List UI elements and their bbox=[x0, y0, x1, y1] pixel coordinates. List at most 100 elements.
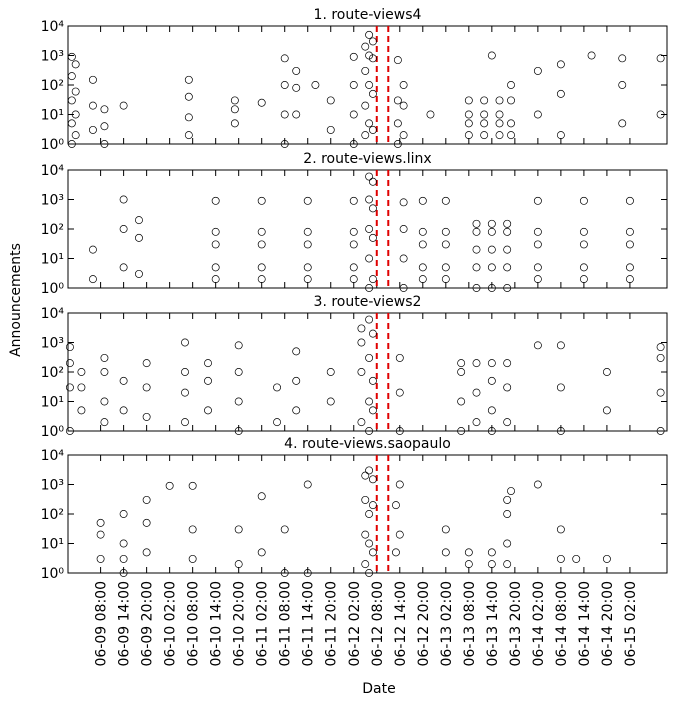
point bbox=[188, 525, 197, 534]
point bbox=[418, 263, 427, 272]
point bbox=[579, 227, 588, 236]
point bbox=[395, 353, 404, 362]
point bbox=[464, 548, 473, 557]
x-tick-label: 06-14 02:00 bbox=[531, 581, 547, 666]
point bbox=[618, 81, 627, 89]
point bbox=[418, 275, 427, 284]
point bbox=[365, 254, 374, 263]
point bbox=[361, 101, 370, 110]
point bbox=[503, 418, 512, 427]
point bbox=[365, 30, 374, 39]
point bbox=[303, 196, 312, 205]
point bbox=[211, 275, 220, 284]
point bbox=[556, 554, 565, 563]
point bbox=[204, 406, 212, 415]
point bbox=[368, 233, 377, 242]
point bbox=[441, 240, 450, 249]
point bbox=[135, 233, 143, 242]
point bbox=[368, 125, 377, 134]
point bbox=[602, 406, 611, 415]
point bbox=[472, 388, 481, 397]
point bbox=[181, 418, 189, 427]
y-tick-label: 10⁴ bbox=[41, 163, 65, 179]
point bbox=[487, 359, 496, 368]
point bbox=[188, 481, 197, 490]
point bbox=[399, 254, 408, 263]
point bbox=[503, 245, 512, 254]
point bbox=[257, 227, 266, 236]
point bbox=[142, 359, 151, 368]
point bbox=[625, 227, 634, 236]
point bbox=[365, 284, 374, 292]
y-tick-label: 10³ bbox=[41, 49, 64, 65]
point bbox=[257, 196, 266, 205]
point bbox=[503, 227, 512, 236]
point bbox=[361, 131, 370, 140]
point bbox=[464, 119, 473, 128]
point bbox=[365, 195, 374, 204]
point bbox=[100, 368, 109, 376]
point bbox=[365, 119, 374, 128]
y-tick-label: 10⁰ bbox=[41, 137, 65, 153]
point bbox=[368, 89, 377, 98]
point bbox=[88, 101, 97, 110]
point bbox=[395, 427, 404, 435]
point bbox=[119, 569, 128, 577]
point bbox=[67, 119, 76, 128]
point bbox=[368, 548, 377, 557]
panel-title: 1. route-views4 bbox=[314, 7, 422, 23]
point bbox=[472, 263, 481, 272]
point bbox=[204, 376, 212, 385]
point bbox=[480, 110, 489, 119]
point bbox=[503, 539, 512, 548]
x-tick-label: 06-14 20:00 bbox=[600, 581, 616, 666]
point bbox=[211, 227, 220, 236]
point bbox=[71, 131, 80, 140]
point bbox=[507, 119, 515, 128]
point bbox=[280, 525, 289, 534]
point bbox=[67, 140, 76, 148]
point bbox=[533, 480, 542, 489]
point bbox=[656, 388, 665, 397]
point bbox=[257, 548, 266, 557]
point bbox=[71, 60, 80, 69]
point bbox=[464, 560, 473, 569]
point bbox=[257, 240, 266, 249]
point bbox=[292, 83, 301, 92]
y-tick-label: 10¹ bbox=[41, 252, 64, 268]
point bbox=[368, 501, 377, 510]
point bbox=[487, 406, 496, 415]
point bbox=[65, 359, 74, 368]
panel-title: 3. route-views2 bbox=[314, 294, 422, 310]
point bbox=[572, 554, 581, 563]
point bbox=[579, 263, 588, 272]
point bbox=[100, 140, 109, 148]
point bbox=[507, 81, 515, 89]
x-tick-label: 06-13 20:00 bbox=[508, 581, 524, 666]
point bbox=[656, 427, 665, 435]
point bbox=[507, 131, 515, 140]
point bbox=[280, 110, 289, 119]
point bbox=[88, 275, 97, 284]
point bbox=[292, 110, 301, 119]
point bbox=[472, 245, 481, 254]
point bbox=[399, 284, 408, 292]
point bbox=[472, 359, 481, 368]
point bbox=[204, 359, 212, 368]
point bbox=[361, 42, 370, 51]
point bbox=[349, 196, 358, 205]
point bbox=[230, 119, 239, 128]
point bbox=[441, 263, 450, 272]
point bbox=[357, 324, 366, 333]
point bbox=[257, 98, 266, 107]
point bbox=[71, 110, 80, 119]
y-tick-label: 10⁴ bbox=[41, 306, 65, 322]
point bbox=[365, 172, 374, 181]
point bbox=[399, 81, 408, 89]
point bbox=[119, 510, 128, 518]
point bbox=[349, 275, 358, 284]
x-tick-label: 06-09 08:00 bbox=[94, 581, 110, 666]
point bbox=[349, 81, 358, 89]
point bbox=[418, 227, 427, 236]
point bbox=[556, 383, 565, 392]
